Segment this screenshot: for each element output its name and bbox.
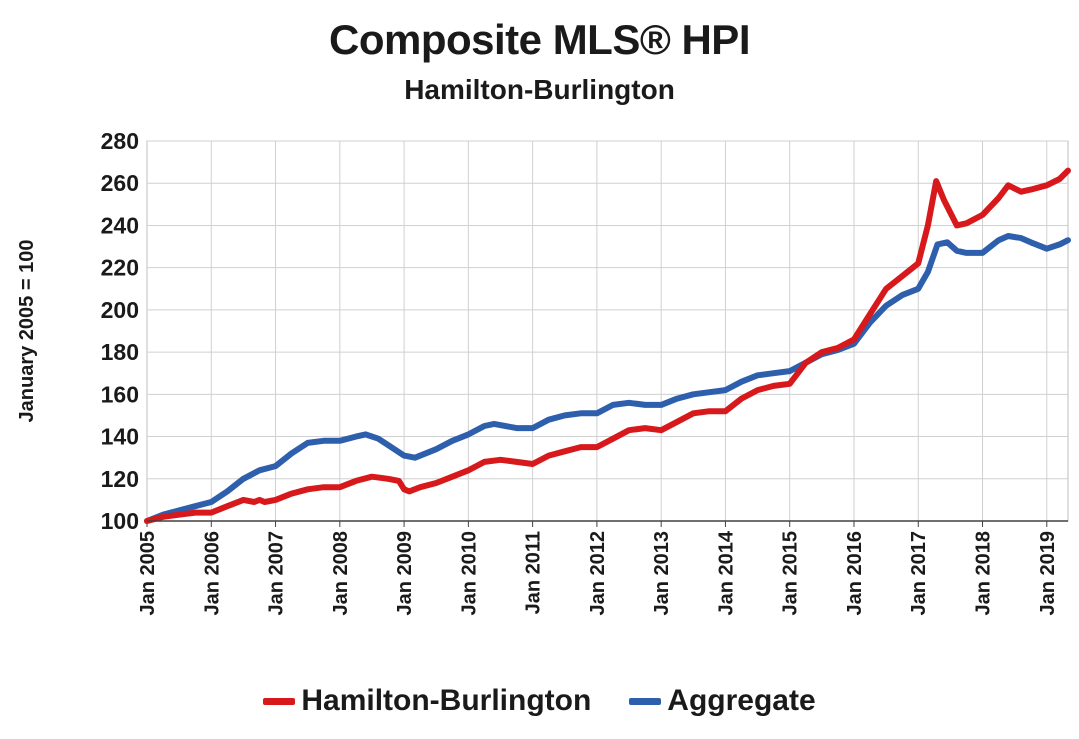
- y-tick-label: 160: [101, 381, 139, 407]
- y-axis-ticks: 100 120 140 160 180 200 220 240 260 280: [101, 128, 139, 534]
- x-tick-label: Jan 2009: [394, 531, 416, 616]
- y-tick-label: 200: [101, 297, 139, 323]
- y-tick-label: 140: [101, 424, 139, 450]
- legend: Hamilton-Burlington Aggregate: [0, 684, 1079, 718]
- x-axis-ticks: Jan 2005 Jan 2006 Jan 2007 Jan 2008 Jan 2009…: [137, 521, 1059, 616]
- y-tick-label: 240: [101, 212, 139, 238]
- x-tick-label: Jan 2019: [1037, 531, 1059, 616]
- y-tick-label: 180: [101, 339, 139, 365]
- series-lines: [144, 167, 1071, 524]
- x-tick-label: Jan 2013: [651, 531, 673, 616]
- x-tick-label: Jan 2012: [587, 531, 609, 616]
- x-tick-label: Jan 2008: [330, 531, 352, 616]
- x-tick-label: Jan 2007: [266, 531, 288, 616]
- legend-item-aggregate: Aggregate: [629, 684, 816, 718]
- y-tick-label: 260: [101, 170, 139, 196]
- y-tick-label: 120: [101, 466, 139, 492]
- x-tick-label: Jan 2011: [523, 531, 545, 614]
- y-tick-label: 220: [101, 255, 139, 281]
- x-tick-label: Jan 2017: [908, 531, 930, 616]
- x-tick-label: Jan 2018: [973, 531, 995, 616]
- series-line-hamilton-burlington: [144, 167, 1071, 524]
- legend-label-hamilton-burlington: Hamilton-Burlington: [301, 684, 592, 717]
- x-tick-label: Jan 2010: [458, 531, 480, 616]
- legend-swatch-hamilton-burlington: [263, 697, 296, 705]
- x-tick-label: Jan 2015: [780, 531, 802, 616]
- x-tick-label: Jan 2006: [201, 531, 223, 616]
- legend-swatch-aggregate: [629, 697, 662, 705]
- y-axis-label: January 2005 = 100: [16, 240, 38, 423]
- chart-subtitle: Hamilton-Burlington: [404, 74, 675, 105]
- plot-area: [146, 140, 1069, 522]
- y-tick-label: 100: [101, 508, 139, 534]
- x-tick-label: Jan 2014: [715, 530, 737, 615]
- legend-item-hamilton-burlington: Hamilton-Burlington: [263, 684, 591, 718]
- y-tick-label: 280: [101, 128, 139, 154]
- chart-title: Composite MLS® HPI: [329, 16, 750, 63]
- legend-label-aggregate: Aggregate: [667, 684, 816, 717]
- gridlines: [147, 140, 1068, 521]
- x-tick-label: Jan 2016: [844, 531, 866, 616]
- series-line-aggregate: [144, 233, 1071, 524]
- x-tick-label: Jan 2005: [137, 531, 159, 616]
